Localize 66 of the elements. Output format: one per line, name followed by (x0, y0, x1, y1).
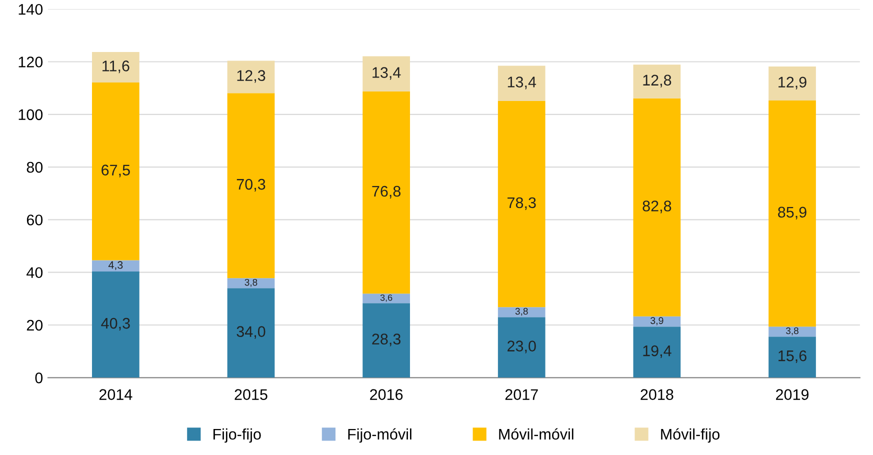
bar (498, 307, 546, 318)
bar (227, 278, 275, 288)
data-label: 3,8 (786, 327, 798, 336)
data-label: 85,9 (778, 206, 806, 220)
y-tick-label: 60 (26, 214, 43, 226)
data-label: 3,6 (380, 294, 392, 302)
data-label: 70,3 (236, 178, 266, 192)
bar (768, 66, 816, 100)
legend-label: Móvil-móvil (499, 428, 574, 440)
y-tick-label: 80 (26, 162, 43, 173)
data-label: 3,8 (515, 308, 528, 316)
data-label: 40,3 (101, 318, 130, 331)
bar (362, 56, 410, 92)
bar (362, 91, 410, 294)
bar (362, 303, 410, 378)
bar (633, 326, 681, 378)
legend-label: Móvil-fijo (661, 428, 720, 443)
data-label: 34,0 (236, 326, 266, 339)
bar (768, 100, 816, 327)
bar (92, 260, 140, 272)
data-label: 82,8 (642, 200, 672, 214)
x-tick-label: 2019 (776, 389, 809, 400)
data-label: 28,3 (372, 334, 400, 346)
data-label: 15,6 (778, 350, 806, 364)
data-label: 23,0 (508, 340, 536, 354)
bar (768, 326, 816, 337)
y-tick-label: 0 (35, 372, 43, 384)
y-tick-label: 120 (18, 56, 43, 68)
y-tick-label: 40 (26, 267, 43, 278)
data-label: 3,8 (244, 278, 258, 287)
x-tick-label: 2014 (99, 389, 132, 400)
data-label: 67,5 (102, 164, 130, 178)
bar (633, 64, 681, 98)
legend-label: Fijo-móvil (348, 428, 412, 443)
bar (498, 317, 546, 378)
bar (498, 66, 546, 101)
bar (92, 82, 140, 260)
bar (633, 98, 681, 316)
data-label: 4,3 (108, 261, 123, 270)
data-label: 12,8 (643, 74, 672, 88)
y-tick-label: 100 (18, 109, 43, 120)
data-label: 19,4 (643, 345, 672, 358)
data-label: 13,4 (508, 76, 536, 90)
bar (227, 60, 275, 94)
bar (227, 288, 275, 378)
bar (92, 272, 140, 378)
data-label: 12,3 (237, 70, 266, 83)
x-tick-label: 2018 (640, 389, 674, 400)
bar (498, 100, 546, 308)
bar (768, 336, 816, 378)
data-label: 12,9 (778, 76, 806, 90)
data-label: 76,8 (372, 186, 401, 198)
y-tick-label: 20 (26, 320, 43, 331)
data-label: 3,9 (650, 317, 664, 326)
data-label: 11,6 (102, 60, 130, 74)
data-label: 78,3 (508, 197, 536, 210)
bar (227, 93, 275, 278)
legend-label: Fijo-fijo (213, 428, 261, 443)
bar (92, 52, 140, 83)
bar (362, 294, 410, 304)
y-tick-label: 140 (18, 4, 43, 15)
x-tick-label: 2016 (370, 389, 403, 400)
x-tick-label: 2017 (505, 389, 538, 400)
data-label: 13,4 (372, 67, 401, 80)
x-tick-label: 2015 (234, 389, 268, 400)
bar (633, 316, 681, 327)
